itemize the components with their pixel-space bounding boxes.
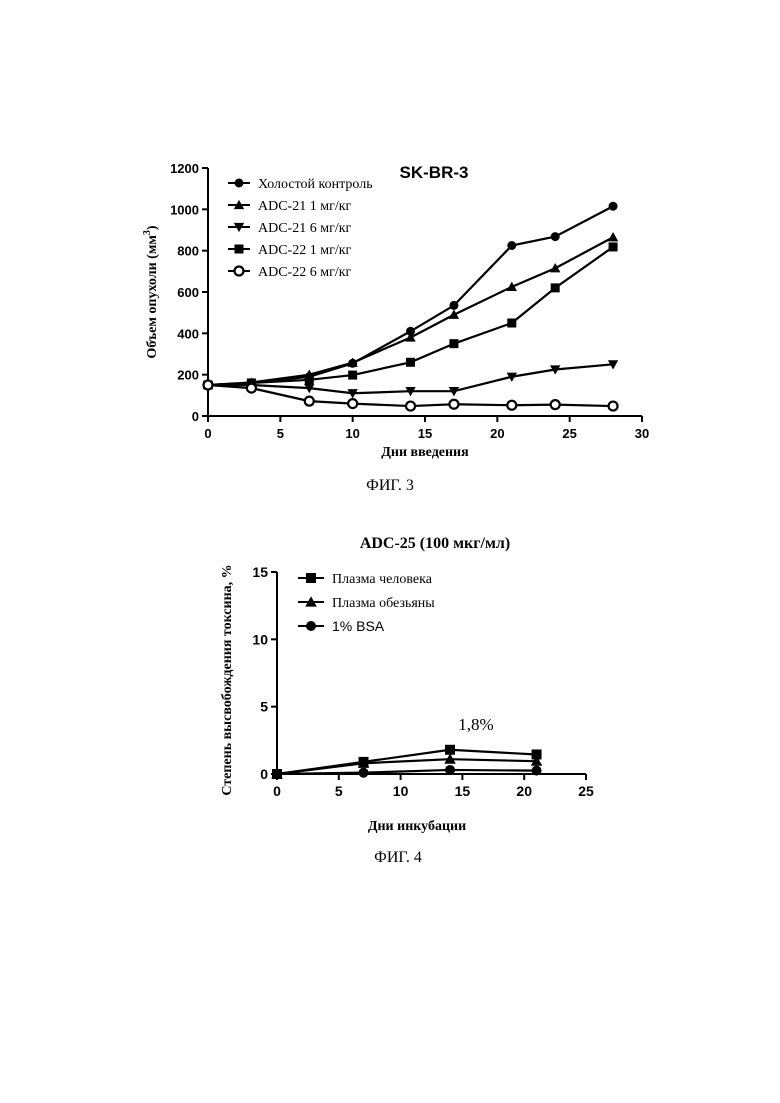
data-point <box>449 400 458 409</box>
fig3-chart: SK-BR-3 0 200 400 600 800 1000 1200 0 5 10 15 20 25 3… <box>142 161 649 494</box>
fig4-caption: ФИГ. 4 <box>374 849 422 866</box>
legend-item: ADC-22 1 мг/кг <box>228 243 352 258</box>
data-point <box>449 310 459 319</box>
x-tick-label: 30 <box>635 426 649 441</box>
legend-item: ADC-22 6 мг/кг <box>228 265 352 280</box>
fig3-axes: 0 200 400 600 800 1000 1200 0 5 10 15 20 25 30 <box>170 161 649 441</box>
data-point <box>551 232 560 241</box>
legend-item: ADC-21 6 мг/кг <box>228 221 352 236</box>
fig4-annotation: 1,8% <box>458 715 493 734</box>
legend-label: ADC-22 1 мг/кг <box>258 243 352 258</box>
data-point <box>445 765 455 775</box>
legend-label: ADC-21 6 мг/кг <box>258 221 352 236</box>
fig3-y-axis-label: Объем опухоли (мм3) <box>142 225 160 358</box>
data-point <box>348 399 357 408</box>
data-point <box>406 402 415 411</box>
legend-label: 1% BSA <box>332 618 385 634</box>
legend-label: Плазма обезьяны <box>332 596 435 611</box>
fig4-legend: Плазма человека Плазма обезьяны 1% BSA <box>298 572 435 634</box>
data-point <box>608 232 618 241</box>
fig3-x-axis-label: Дни введения <box>381 445 469 460</box>
legend-label: Плазма человека <box>332 572 433 587</box>
y-tick-label: 200 <box>177 368 199 383</box>
data-point <box>305 397 314 406</box>
x-tick-label: 25 <box>562 426 576 441</box>
legend-item: Холостой контроль <box>228 177 373 192</box>
y-tick-label: 800 <box>177 244 199 259</box>
data-point <box>507 319 516 328</box>
fig4-chart: ADC-25 (100 мкг/мл) 0 5 10 15 0 5 10 15 20 25 Пла… <box>220 535 594 866</box>
data-point <box>247 384 256 393</box>
data-point <box>551 400 560 409</box>
y-tick-label: 1000 <box>170 202 199 217</box>
legend-item: Плазма обезьяны <box>298 596 435 611</box>
legend-item: Плазма человека <box>298 572 433 587</box>
data-point <box>609 402 618 411</box>
data-point <box>449 301 458 310</box>
legend-label: ADC-21 1 мг/кг <box>258 199 352 214</box>
data-point <box>507 241 516 250</box>
x-tick-label: 15 <box>418 426 432 441</box>
y-tick-label: 0 <box>192 409 199 424</box>
data-point <box>609 202 618 211</box>
fig3-caption: ФИГ. 3 <box>366 477 414 494</box>
y-tick-label: 400 <box>177 326 199 341</box>
x-tick-label: 20 <box>516 783 532 799</box>
data-point <box>359 768 369 778</box>
y-tick-label: 10 <box>252 631 268 647</box>
fig4-y-axis-label: Степень высвобождения токсина, % <box>220 564 235 795</box>
y-tick-label: 1200 <box>170 161 199 176</box>
legend-marker <box>306 573 316 583</box>
y-tick-label: 0 <box>260 766 268 782</box>
data-point <box>348 371 357 380</box>
data-point <box>305 375 314 384</box>
y-tick-label: 5 <box>260 699 268 715</box>
y-tick-label: 600 <box>177 285 199 300</box>
legend-marker <box>306 621 316 631</box>
legend-item: 1% BSA <box>298 618 385 634</box>
fig3-y-axis-label-main: Объем опухоли (мм <box>145 235 160 359</box>
legend-marker <box>235 245 244 254</box>
x-tick-label: 10 <box>345 426 359 441</box>
x-tick-label: 5 <box>335 783 343 799</box>
legend-marker <box>235 267 244 276</box>
data-point <box>204 381 213 390</box>
x-tick-label: 5 <box>277 426 284 441</box>
data-point <box>532 766 542 776</box>
fig4-title: ADC-25 (100 мкг/мл) <box>360 535 510 552</box>
x-tick-label: 15 <box>455 783 471 799</box>
x-tick-label: 25 <box>578 783 594 799</box>
data-point <box>609 242 618 251</box>
figure-page: SK-BR-3 02004006008001000120005101520253… <box>0 0 780 1103</box>
data-point <box>445 745 455 755</box>
data-point <box>551 283 560 292</box>
y-tick-label: 15 <box>252 564 268 580</box>
x-tick-label: 0 <box>204 426 211 441</box>
x-tick-label: 10 <box>393 783 409 799</box>
data-point <box>550 263 560 272</box>
x-tick-label: 0 <box>273 783 281 799</box>
legend-marker <box>235 179 244 188</box>
data-point <box>272 769 282 779</box>
legend-label: Холостой контроль <box>258 177 373 192</box>
fig3-title: SK-BR-3 <box>400 163 469 182</box>
data-point <box>449 339 458 348</box>
series-3 <box>272 765 542 779</box>
fig4-x-axis-label: Дни инкубации <box>368 819 466 834</box>
data-point <box>406 358 415 367</box>
fig3-y-axis-label-close: ) <box>145 225 160 230</box>
fig3-legend: Холостой контроль ADC-21 1 мг/кг ADC-21 6 … <box>228 177 373 280</box>
legend-label: ADC-22 6 мг/кг <box>258 265 352 280</box>
x-tick-label: 20 <box>490 426 504 441</box>
legend-item: ADC-21 1 мг/кг <box>228 199 352 214</box>
data-point <box>507 401 516 410</box>
